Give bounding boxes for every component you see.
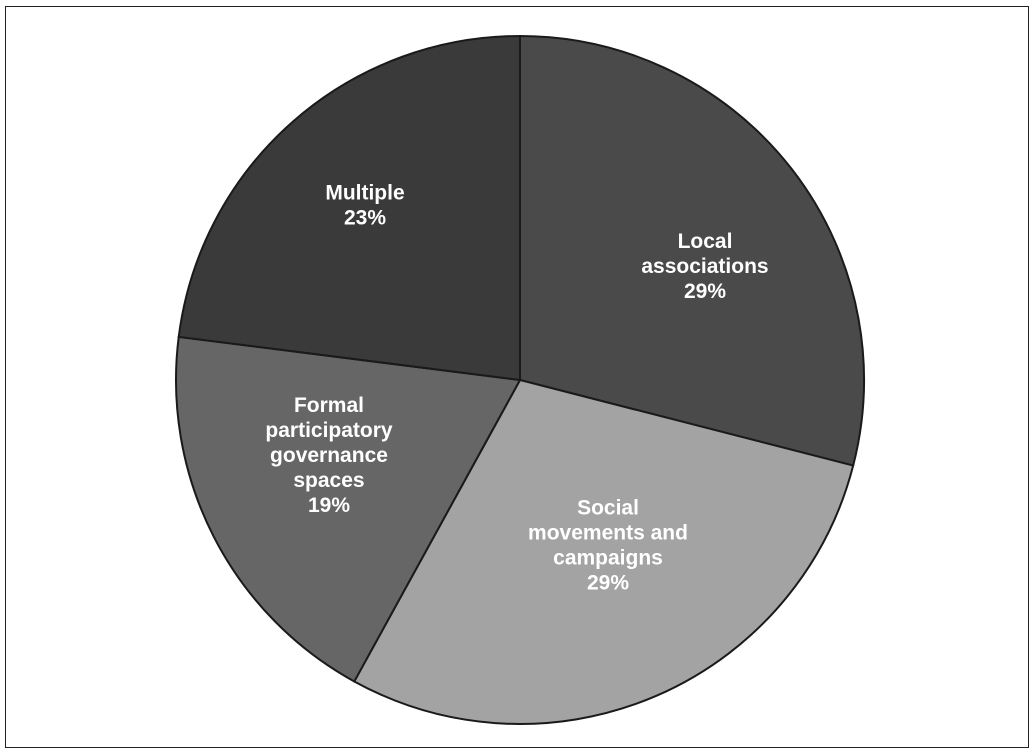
slice-value-label: 19% [308, 494, 350, 517]
slice-name-label: participatory [265, 419, 393, 442]
slice-label: Local associations 29% [641, 230, 768, 303]
slice-name-label: governance [270, 444, 388, 467]
slice-label: Multiple 23% [325, 182, 404, 230]
slice-value-label: 29% [684, 280, 726, 303]
pie-labels: Local associations 29%Social movements and c… [265, 182, 768, 595]
slice-label: Social movements and campaigns 29% [528, 497, 688, 595]
pie-slice [177, 34, 521, 382]
slice-name-label: associations [641, 255, 768, 278]
slice-name-label: Formal [294, 394, 364, 417]
slice-name-label: movements and [528, 522, 688, 545]
slice-name-label: Multiple [325, 182, 404, 205]
slice-value-label: 23% [344, 207, 386, 230]
pie-slice [352, 378, 855, 725]
slice-name-label: spaces [293, 469, 364, 492]
pie-slice [519, 34, 865, 467]
slice-name-label: Social [577, 497, 639, 520]
pie-slice [175, 335, 522, 683]
pie-slices [175, 34, 865, 725]
slice-name-label: Local [678, 230, 733, 253]
slice-value-label: 29% [587, 572, 629, 595]
slice-label: Formal participatory governance spaces 19% [265, 394, 393, 517]
slice-name-label: campaigns [553, 547, 663, 570]
